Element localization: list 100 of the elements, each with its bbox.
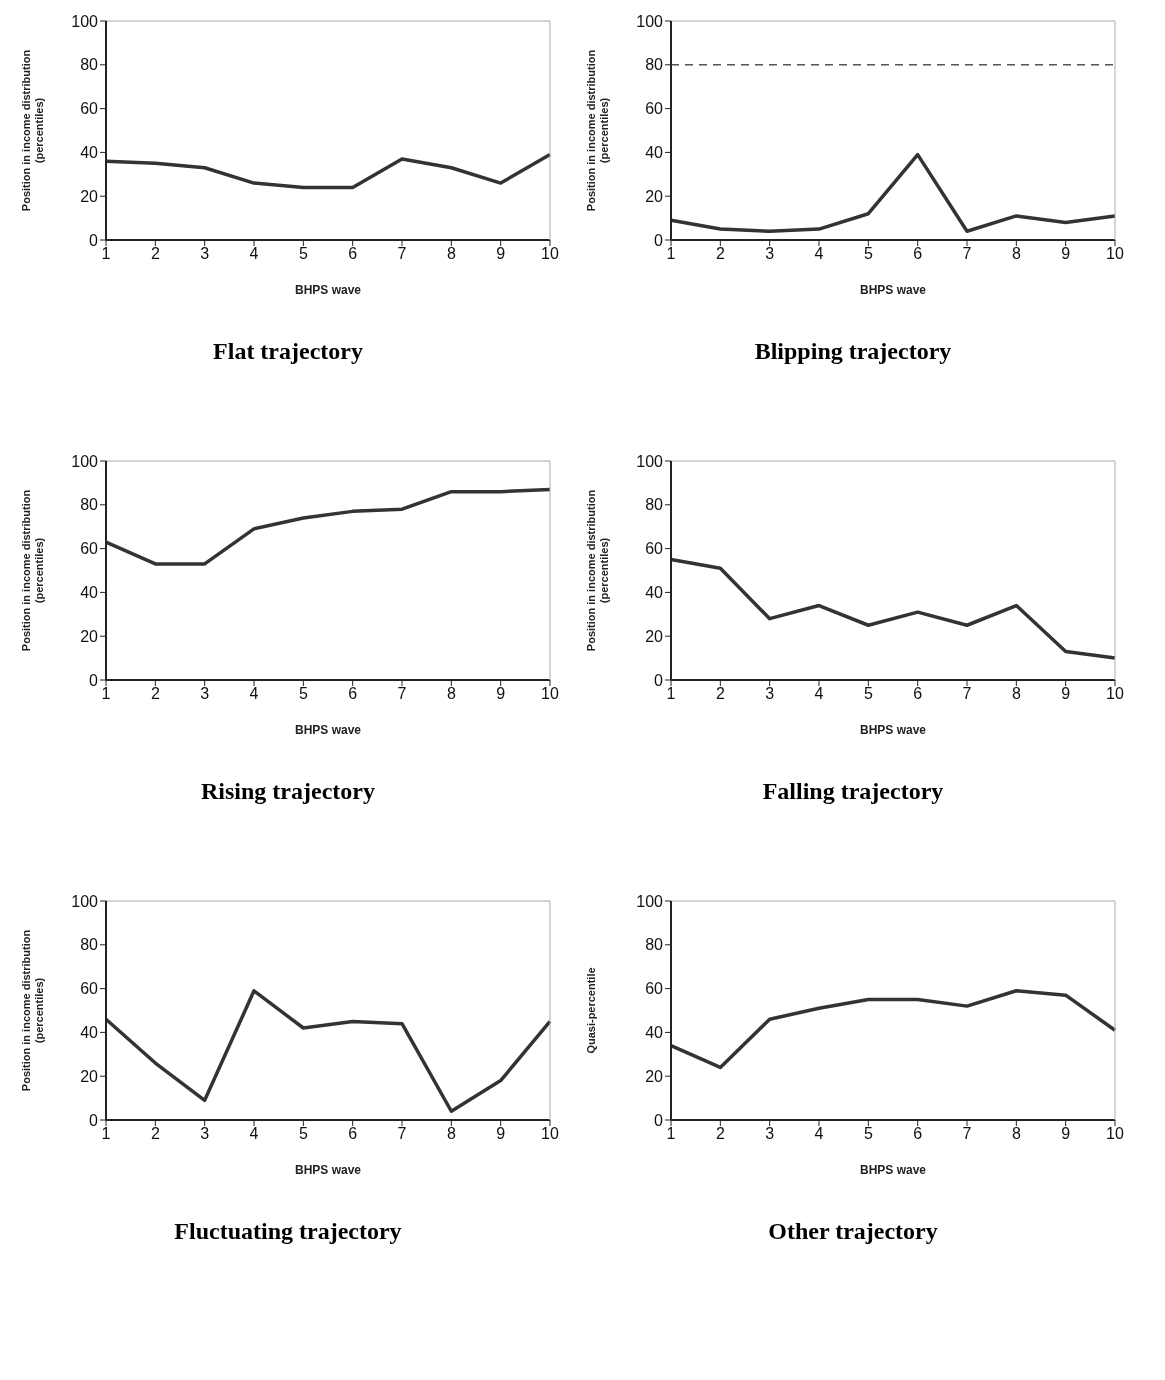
x-tick-label: 4 [814, 245, 824, 263]
y-tick-label: 20 [644, 627, 663, 645]
x-tick-label: 7 [397, 685, 407, 703]
x-tick-label: 4 [814, 1125, 824, 1143]
y-tick-label: 0 [653, 231, 663, 249]
x-tick-label: 7 [962, 685, 972, 703]
y-tick-label: 80 [79, 56, 98, 74]
y-tick-label: 60 [79, 980, 98, 998]
y-axis-title: Position in income distribution (percentiles) [19, 489, 45, 652]
x-tick-label: 7 [962, 1125, 972, 1143]
x-tick-label: 10 [540, 685, 559, 703]
x-tick-label: 6 [347, 1125, 357, 1143]
x-tick-label: 7 [397, 245, 407, 263]
x-tick-label: 4 [814, 685, 824, 703]
y-tick-label: 40 [79, 144, 98, 162]
x-tick-label: 3 [199, 685, 209, 703]
x-tick-label: 10 [1105, 1125, 1124, 1143]
x-tick-label: 9 [1060, 1125, 1070, 1143]
y-tick-label: 60 [79, 540, 98, 558]
y-tick-label: 40 [644, 144, 663, 162]
x-tick-label: 4 [249, 685, 259, 703]
y-tick-label: 0 [88, 671, 98, 689]
x-tick-label: 4 [249, 245, 259, 263]
x-tick-label: 5 [298, 1125, 308, 1143]
y-axis-title: Position in income distribution (percentiles) [19, 929, 45, 1092]
x-tick-label: 1 [101, 1125, 111, 1143]
x-tick-label: 1 [666, 245, 676, 263]
y-tick-label: 100 [635, 452, 663, 470]
x-tick-label: 7 [962, 245, 972, 263]
x-tick-label: 3 [199, 1125, 209, 1143]
y-tick-label: 20 [79, 1067, 98, 1085]
x-tick-label: 8 [1011, 1125, 1021, 1143]
x-tick-label: 6 [347, 245, 357, 263]
x-tick-label: 2 [715, 1125, 725, 1143]
x-tick-label: 10 [540, 245, 559, 263]
y-axis-title: Position in income distribution (percentiles) [584, 49, 610, 212]
y-tick-label: 40 [79, 1024, 98, 1042]
x-tick-label: 9 [495, 685, 505, 703]
x-tick-label: 5 [863, 1125, 873, 1143]
y-tick-label: 80 [79, 936, 98, 954]
y-tick-label: 60 [644, 980, 663, 998]
y-tick-label: 0 [88, 1111, 98, 1129]
y-tick-label: 80 [644, 56, 663, 74]
x-tick-label: 5 [298, 685, 308, 703]
y-tick-label: 40 [644, 584, 663, 602]
y-axis-title: Position in income distribution (percentiles) [19, 49, 45, 212]
x-tick-label: 9 [1060, 685, 1070, 703]
x-tick-label: 3 [764, 685, 774, 703]
y-tick-label: 80 [79, 496, 98, 514]
text: Flat trajectory [213, 338, 363, 365]
text: Falling trajectory [762, 778, 944, 805]
y-tick-label: 20 [644, 187, 663, 205]
x-axis-title: BHPS wave [859, 723, 926, 737]
x-axis-title: BHPS wave [294, 283, 361, 297]
x-tick-label: 10 [1105, 685, 1124, 703]
text: Rising trajectory [201, 778, 375, 805]
x-tick-label: 6 [912, 245, 922, 263]
y-tick-label: 20 [79, 627, 98, 645]
x-tick-label: 6 [912, 685, 922, 703]
x-axis-title: BHPS wave [294, 723, 361, 737]
y-tick-label: 0 [88, 231, 98, 249]
x-tick-label: 1 [666, 1125, 676, 1143]
x-tick-label: 1 [101, 685, 111, 703]
y-tick-label: 80 [644, 936, 663, 954]
y-tick-label: 100 [635, 12, 663, 30]
x-tick-label: 1 [101, 245, 111, 263]
x-tick-label: 9 [1060, 245, 1070, 263]
x-tick-label: 8 [446, 1125, 456, 1143]
y-axis-title: Position in income distribution (percentiles) [584, 489, 610, 652]
x-tick-label: 8 [1011, 685, 1021, 703]
y-tick-label: 100 [70, 452, 98, 470]
x-tick-label: 9 [495, 245, 505, 263]
x-axis-title: BHPS wave [294, 1163, 361, 1177]
x-tick-label: 4 [249, 1125, 259, 1143]
x-tick-label: 2 [715, 685, 725, 703]
x-axis-title: BHPS wave [859, 1163, 926, 1177]
y-tick-label: 20 [644, 1067, 663, 1085]
x-tick-label: 2 [150, 685, 160, 703]
x-tick-label: 8 [446, 245, 456, 263]
x-tick-label: 3 [764, 245, 774, 263]
x-tick-label: 7 [397, 1125, 407, 1143]
x-tick-label: 8 [446, 685, 456, 703]
y-tick-label: 40 [79, 584, 98, 602]
x-tick-label: 8 [1011, 245, 1021, 263]
y-tick-label: 0 [653, 671, 663, 689]
y-tick-label: 60 [79, 100, 98, 118]
x-axis-title: BHPS wave [859, 283, 926, 297]
x-tick-label: 2 [715, 245, 725, 263]
y-tick-label: 100 [70, 892, 98, 910]
y-tick-label: 60 [644, 100, 663, 118]
x-tick-label: 3 [199, 245, 209, 263]
text: Other trajectory [768, 1218, 938, 1245]
x-tick-label: 5 [863, 685, 873, 703]
x-tick-label: 1 [666, 685, 676, 703]
x-tick-label: 10 [1105, 245, 1124, 263]
y-tick-label: 100 [70, 12, 98, 30]
y-axis-title: Quasi-percentile [584, 967, 597, 1054]
y-tick-label: 100 [635, 892, 663, 910]
x-tick-label: 2 [150, 1125, 160, 1143]
x-tick-label: 2 [150, 245, 160, 263]
